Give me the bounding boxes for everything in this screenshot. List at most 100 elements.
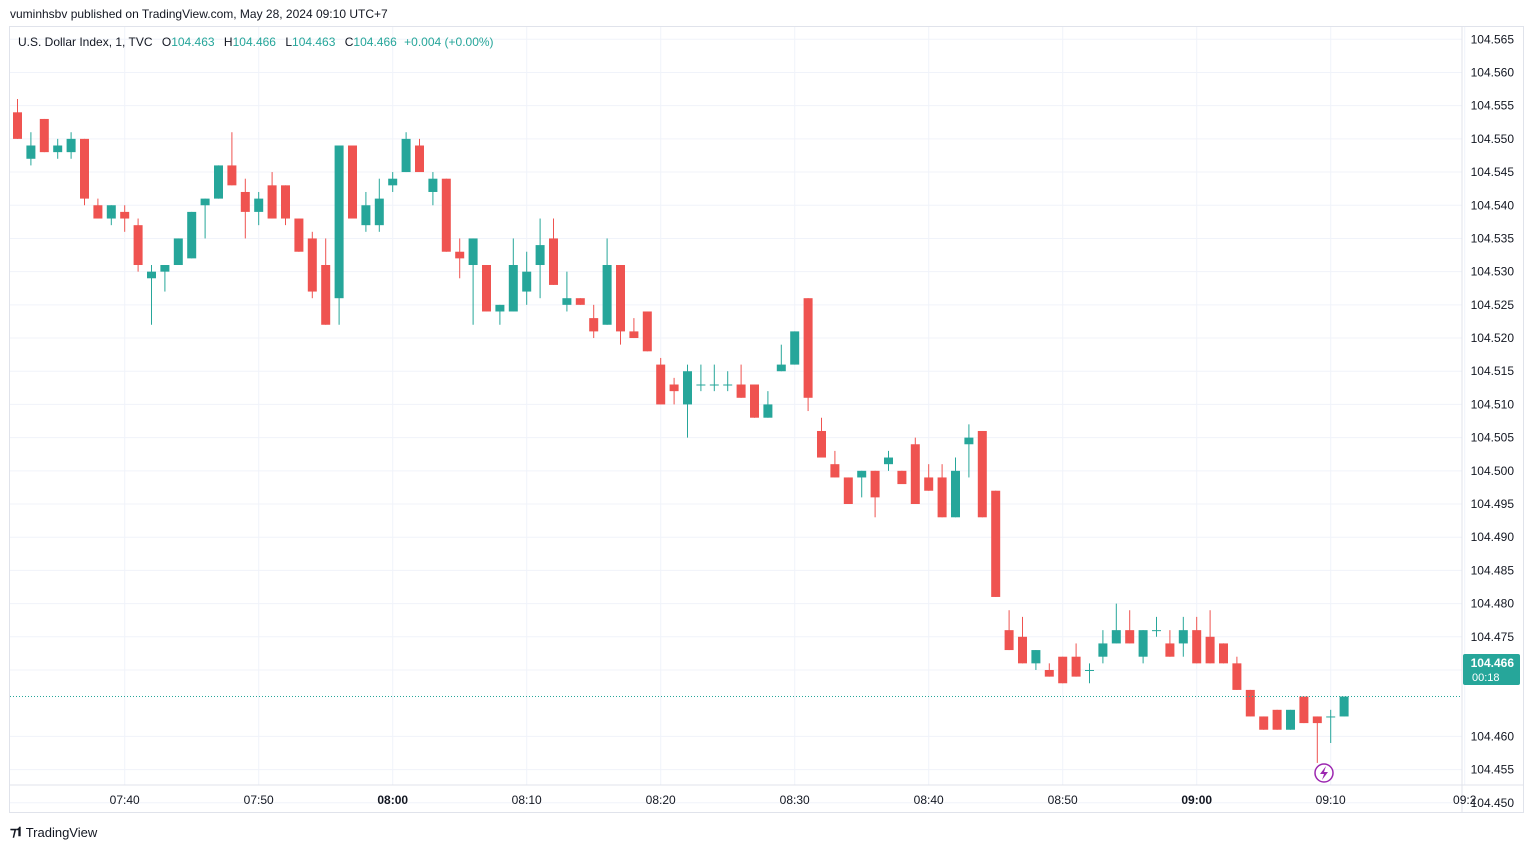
candle[interactable] (535, 218, 545, 299)
candle[interactable] (160, 265, 170, 292)
candle[interactable] (468, 238, 478, 325)
candle[interactable] (1031, 650, 1041, 670)
candle[interactable] (1165, 630, 1175, 657)
candle[interactable] (857, 470, 867, 498)
candle[interactable] (93, 198, 103, 219)
candle[interactable] (669, 377, 679, 405)
candle[interactable] (1111, 603, 1121, 644)
candle[interactable] (13, 99, 22, 139)
candle[interactable] (1339, 696, 1349, 717)
candle[interactable] (803, 298, 813, 412)
candle[interactable] (1272, 709, 1282, 730)
candle[interactable] (214, 165, 223, 199)
candle[interactable] (964, 424, 974, 478)
candle[interactable] (723, 371, 733, 392)
candle[interactable] (1205, 610, 1215, 664)
candle[interactable] (549, 218, 558, 285)
candle[interactable] (281, 185, 290, 226)
candle[interactable] (267, 172, 277, 219)
candle[interactable] (776, 344, 786, 372)
candle[interactable] (321, 238, 331, 325)
candle[interactable] (294, 218, 304, 252)
candle[interactable] (763, 391, 773, 418)
candle[interactable] (1245, 689, 1255, 717)
candle[interactable] (589, 304, 599, 339)
candle[interactable] (441, 178, 451, 252)
candle[interactable] (656, 357, 666, 405)
candle[interactable] (1044, 663, 1054, 677)
candle[interactable] (602, 238, 612, 325)
candle[interactable] (482, 265, 491, 312)
candle[interactable] (120, 205, 130, 232)
candle[interactable] (200, 198, 210, 239)
candle[interactable] (1286, 709, 1295, 730)
candle[interactable] (495, 304, 505, 325)
tradingview-brand[interactable]: ⁊𝟏 TradingView (10, 824, 97, 840)
candle[interactable] (1098, 630, 1108, 664)
candle[interactable] (522, 251, 532, 305)
candle[interactable] (334, 145, 344, 325)
candle[interactable] (1219, 643, 1228, 664)
candle[interactable] (254, 191, 264, 226)
price-axis[interactable]: 104.565 104.560 104.555 104.550 104.545 104.5… (1461, 27, 1514, 812)
candle[interactable] (817, 417, 826, 458)
candle[interactable] (1125, 610, 1135, 644)
candle[interactable] (870, 470, 880, 518)
candle[interactable] (884, 450, 893, 471)
candle[interactable] (173, 238, 183, 266)
candle[interactable] (1071, 643, 1081, 677)
candle[interactable] (1085, 663, 1094, 684)
candle[interactable] (709, 364, 719, 392)
candle[interactable] (348, 145, 357, 219)
candle[interactable] (830, 450, 840, 478)
candle[interactable] (1004, 610, 1014, 651)
candle[interactable] (1152, 616, 1161, 637)
candle[interactable] (924, 464, 934, 491)
candle[interactable] (1326, 709, 1336, 744)
candle[interactable] (1058, 656, 1068, 684)
candle[interactable] (696, 364, 706, 392)
candle[interactable] (937, 464, 947, 518)
candle[interactable] (80, 138, 89, 206)
candle[interactable] (1259, 716, 1269, 730)
candle[interactable] (750, 384, 759, 418)
candle[interactable] (455, 238, 465, 279)
candle[interactable] (66, 132, 76, 159)
candle[interactable] (616, 265, 625, 345)
candle[interactable] (415, 138, 424, 173)
candle[interactable] (147, 265, 156, 325)
candle[interactable] (26, 132, 36, 166)
candle[interactable] (374, 178, 384, 232)
candle[interactable] (361, 191, 371, 232)
candle[interactable] (240, 178, 250, 239)
candle[interactable] (1312, 716, 1322, 763)
candle[interactable] (910, 437, 920, 505)
symbol-title[interactable]: U.S. Dollar Index, 1, TVC (18, 35, 153, 49)
candle[interactable] (227, 132, 237, 186)
candle[interactable] (977, 430, 987, 518)
lightning-icon[interactable] (1314, 763, 1334, 783)
candle[interactable] (401, 132, 411, 173)
candle[interactable] (562, 271, 572, 312)
candle[interactable] (1192, 616, 1202, 664)
candle[interactable] (1018, 616, 1027, 664)
candle[interactable] (843, 477, 853, 505)
candle[interactable] (1178, 616, 1188, 657)
candle[interactable] (508, 238, 518, 312)
candle[interactable] (575, 298, 585, 305)
candle[interactable] (629, 318, 639, 339)
candle[interactable] (1138, 630, 1148, 664)
candle[interactable] (951, 457, 960, 518)
candle[interactable] (39, 118, 49, 153)
candle[interactable] (106, 205, 116, 226)
candle[interactable] (642, 311, 652, 352)
candle[interactable] (991, 490, 1001, 597)
candle[interactable] (736, 364, 746, 398)
candle[interactable] (1299, 696, 1309, 724)
candle[interactable] (53, 138, 63, 159)
candle[interactable] (1232, 656, 1242, 690)
candle[interactable] (307, 231, 317, 299)
candle[interactable] (897, 470, 907, 485)
time-axis[interactable]: 07:40 07:50 08:00 08:10 08:20 08:30 08:40 08:50… (10, 784, 1523, 807)
